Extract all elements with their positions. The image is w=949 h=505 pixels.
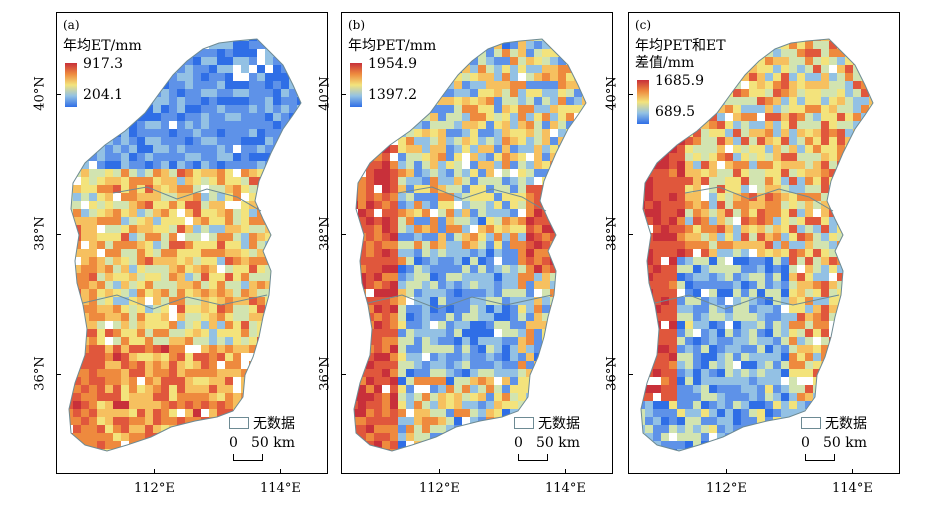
nodata-swatch [801, 417, 821, 429]
panel-label: (c) [635, 18, 652, 32]
colorbar-max: 1685.9 [655, 73, 704, 89]
lat-tick-label: 38°N [604, 216, 620, 251]
lon-tick-label: 114°E [832, 481, 873, 496]
scale-zero: 0 [801, 435, 810, 451]
nodata-label: 无数据 [538, 416, 580, 432]
colorbar-max: 1954.9 [368, 56, 417, 72]
scale-zero: 0 [514, 435, 523, 451]
lon-tick-mark [565, 469, 566, 474]
lat-tick-mark [628, 234, 633, 235]
colorbar [637, 80, 649, 124]
scale-label: 50 km [536, 435, 581, 451]
scale-zero: 0 [229, 435, 238, 451]
province-boundary [640, 38, 874, 452]
lon-tick-label: 114°E [260, 481, 301, 496]
nodata-label: 无数据 [253, 416, 295, 432]
lat-tick-label: 40°N [604, 76, 620, 111]
panel-label: (a) [63, 18, 80, 32]
raster-map [353, 38, 587, 452]
province-boundary [353, 38, 587, 452]
lat-tick-mark [56, 234, 61, 235]
legend-title: 年均ET/mm [63, 38, 142, 55]
scale-bar [233, 454, 263, 461]
lat-tick-mark [628, 374, 633, 375]
lat-tick-mark [628, 94, 633, 95]
lat-tick-mark [56, 94, 61, 95]
legend-title-line: 年均PET和ET [635, 38, 726, 54]
legend-title-line: 年均PET/mm [348, 38, 437, 54]
lat-tick-label: 38°N [317, 216, 333, 251]
lat-tick-label: 36°N [317, 356, 333, 391]
region-boundary-2 [367, 294, 553, 310]
colorbar [350, 63, 362, 107]
lat-tick-mark [56, 374, 61, 375]
region-boundary-1 [112, 186, 262, 212]
lon-tick-label: 112°E [419, 481, 460, 496]
lon-tick-label: 112°E [706, 481, 747, 496]
colorbar-min: 204.1 [83, 87, 124, 103]
lon-tick-mark [439, 469, 440, 474]
lon-tick-label: 114°E [545, 481, 586, 496]
map-panel-a: (a) 年均ET/mm 917.3 204.1 无数据 0 50 km [56, 12, 328, 474]
legend-title-line: 年均ET/mm [63, 38, 142, 54]
colorbar-min: 689.5 [655, 104, 696, 120]
lat-tick-label: 36°N [604, 356, 620, 391]
panel-label: (b) [348, 18, 366, 32]
lat-tick-label: 38°N [32, 216, 48, 251]
lat-tick-label: 40°N [32, 76, 48, 111]
nodata-label: 无数据 [825, 416, 867, 432]
scale-bar [518, 454, 548, 461]
colorbar-max: 917.3 [83, 56, 124, 72]
lat-tick-mark [341, 374, 346, 375]
region-boundary-1 [684, 186, 834, 212]
legend-title: 年均PET和ET 差值/mm [635, 38, 726, 72]
legend-title-line: 差值/mm [635, 55, 695, 71]
lon-tick-mark [280, 469, 281, 474]
map-panel-c: (c) 年均PET和ET 差值/mm 1685.9 689.5 无数据 0 50 km [628, 12, 900, 474]
scale-label: 50 km [251, 435, 296, 451]
nodata-swatch [514, 417, 534, 429]
lon-tick-label: 112°E [134, 481, 175, 496]
legend-title: 年均PET/mm [348, 38, 436, 55]
raster-map [68, 38, 302, 452]
scale-label: 50 km [823, 435, 868, 451]
lon-tick-mark [154, 469, 155, 474]
region-boundary-1 [397, 186, 547, 212]
raster-map [640, 38, 874, 452]
nodata-swatch [229, 417, 249, 429]
scale-bar [805, 454, 835, 461]
lon-tick-mark [852, 469, 853, 474]
lat-tick-label: 36°N [32, 356, 48, 391]
colorbar [65, 63, 77, 107]
province-boundary [68, 38, 302, 452]
lat-tick-mark [341, 234, 346, 235]
region-boundary-2 [82, 294, 268, 310]
lon-tick-mark [726, 469, 727, 474]
lat-tick-mark [341, 94, 346, 95]
region-boundary-2 [654, 294, 840, 310]
lat-tick-label: 40°N [317, 76, 333, 111]
map-panel-b: (b) 年均PET/mm 1954.9 1397.2 无数据 0 50 km [341, 12, 613, 474]
colorbar-min: 1397.2 [368, 87, 417, 103]
